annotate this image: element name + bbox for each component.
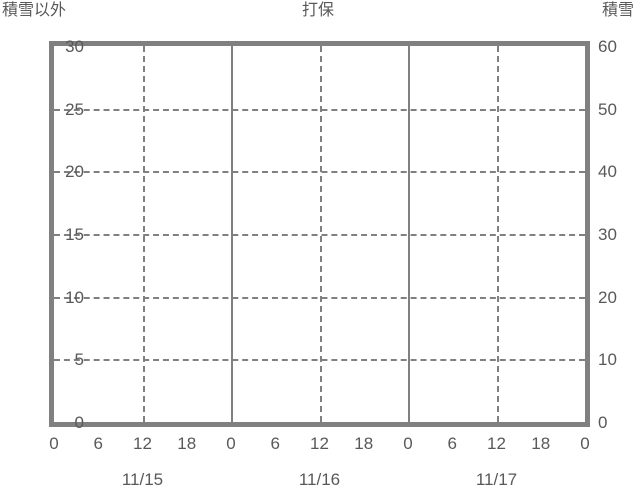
x-axis-tick-label: 6 [447,434,457,453]
left-axis-tick-label: 15 [65,225,84,244]
x-axis-tick-label: 18 [531,434,551,453]
right-axis-title: 積雪 [601,2,634,19]
x-axis-tick-label: 0 [580,434,590,453]
x-axis-tick-label: 0 [403,434,413,453]
vertical-gridline [319,46,322,422]
plot-grid [54,46,585,422]
x-axis-tick-label: 0 [49,434,59,453]
left-axis-title: 積雪以外 [2,2,67,19]
left-axis-tick-label: 30 [65,37,84,56]
right-axis-tick-label: 30 [598,225,617,244]
x-axis-tick-label: 18 [177,434,197,453]
x-axis-day-label: 11/16 [298,470,341,489]
right-axis-tick-label: 20 [598,287,617,307]
left-axis-tick-label: 5 [74,350,84,370]
left-axis-tick-label: 0 [74,413,84,432]
day-boundary-line [408,46,410,422]
x-axis-tick-label: 12 [310,434,329,453]
x-axis-day-label: 11/17 [475,470,518,489]
x-axis-tick-label: 12 [487,434,506,453]
right-axis-tick-label: 40 [598,162,617,182]
left-axis-tick-label: 20 [65,162,84,182]
chart-title: 打保 [301,2,334,19]
x-axis-tick-label: 0 [226,434,236,453]
left-axis-tick-label: 10 [65,287,84,307]
x-axis-day-label: 11/15 [121,470,164,489]
right-axis-tick-label: 10 [598,350,617,370]
x-axis-tick-label: 12 [133,434,152,453]
right-axis-tick-label: 0 [598,413,608,432]
plot-area [49,41,590,427]
left-axis-tick-label: 25 [65,99,84,119]
day-boundary-line [231,46,233,422]
right-axis-tick-label: 50 [598,99,617,119]
x-axis-tick-label: 6 [270,434,280,453]
right-axis-tick-label: 60 [598,37,617,56]
vertical-gridline [496,46,499,422]
x-axis-tick-label: 6 [93,434,103,453]
x-axis-tick-label: 18 [354,434,374,453]
vertical-gridline [142,46,145,422]
